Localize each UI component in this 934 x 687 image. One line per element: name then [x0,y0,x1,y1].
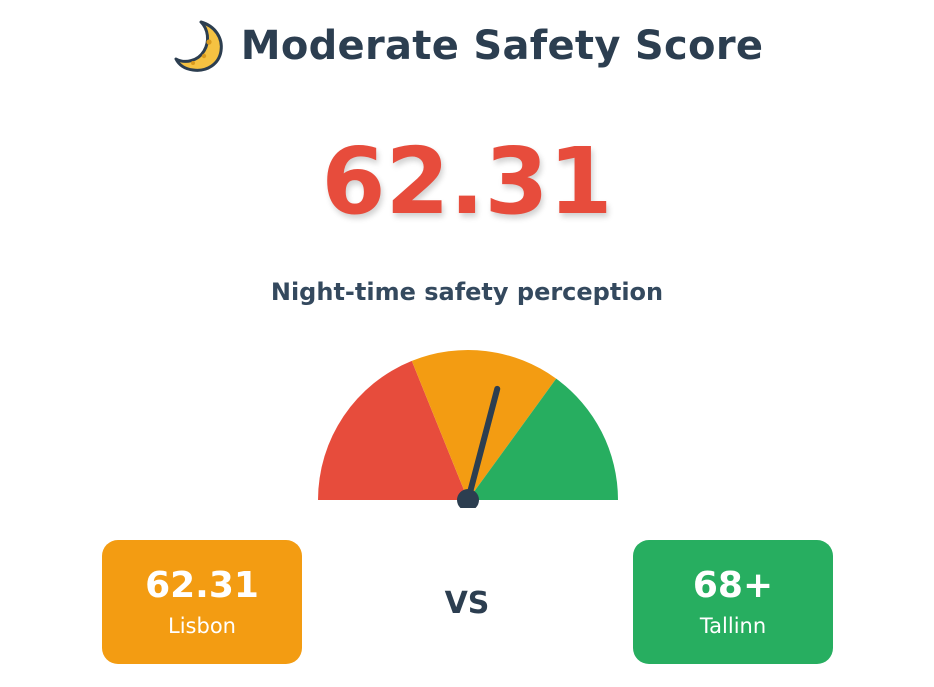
title-row: Moderate Safety Score [0,18,934,74]
gauge-segments [318,350,618,500]
score-value: 62.31 [321,128,613,235]
city-score: 62.31 [145,565,259,607]
city-name: Tallinn [699,613,767,638]
city-card-lisbon: 62.31 Lisbon [102,540,302,664]
page-title: Moderate Safety Score [240,23,764,69]
gauge-needle-hub [457,489,479,508]
safety-gauge [318,350,618,508]
gauge-segment [318,360,468,500]
score-description: Night-time safety perception [270,278,664,306]
gauge-segment [468,378,618,500]
gauge-needle [465,385,501,503]
crescent-moon-icon [174,20,223,72]
city-score: 68+ [692,565,774,607]
gauge-segment [411,350,557,500]
city-card-tallinn: 68+ Tallinn [633,540,833,664]
vs-label: VS [444,586,490,621]
city-name: Lisbon [168,613,236,638]
